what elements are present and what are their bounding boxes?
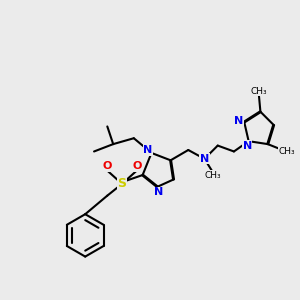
Text: CH₃: CH₃ <box>279 147 295 156</box>
Text: N: N <box>143 145 153 155</box>
Text: N: N <box>154 187 164 197</box>
Text: N: N <box>200 154 209 164</box>
Text: CH₃: CH₃ <box>205 170 222 179</box>
Text: N: N <box>242 141 252 151</box>
Text: O: O <box>132 161 141 171</box>
Text: O: O <box>103 161 112 171</box>
Text: N: N <box>234 116 243 126</box>
Text: S: S <box>118 177 127 190</box>
Text: CH₃: CH₃ <box>250 87 267 96</box>
